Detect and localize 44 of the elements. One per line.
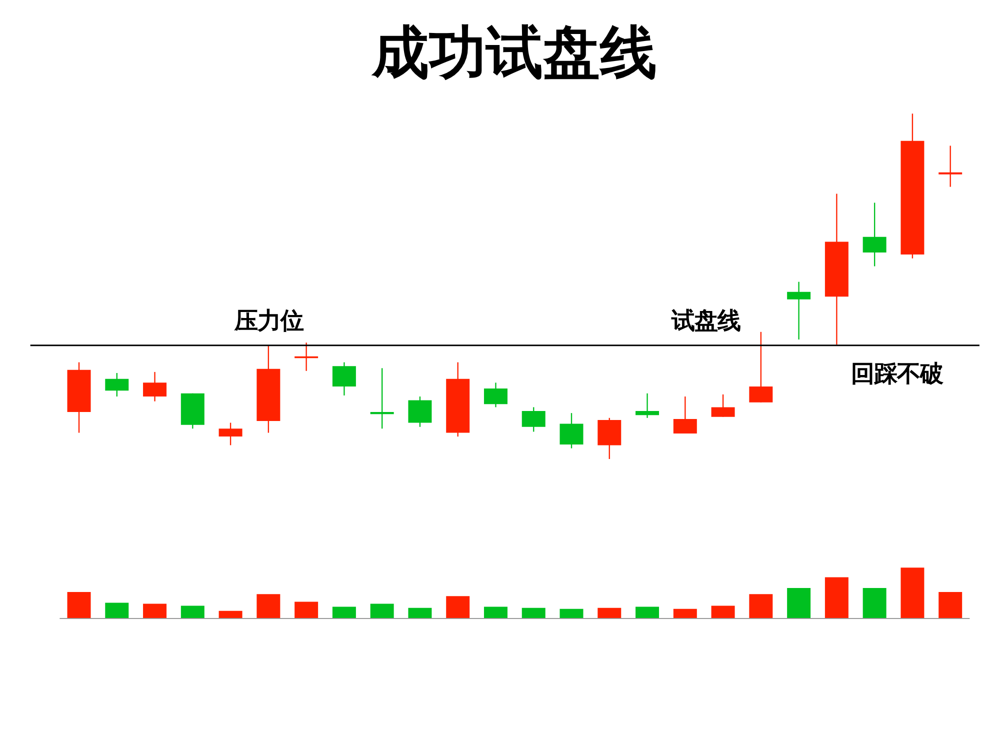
bar [900,568,924,618]
bar [711,606,735,618]
bar [824,577,848,618]
candlestick [332,362,356,396]
bar [370,604,394,618]
chart-title: 成功试盘线 [371,20,658,86]
candlestick [787,281,811,340]
bar [143,604,167,618]
candlestick [636,392,660,418]
candlestick [218,422,242,446]
bar [446,596,470,618]
bar [636,606,660,618]
candlestick [560,412,584,449]
bar [105,602,129,618]
annotation: 回踩不破 [850,360,944,388]
candlestick [673,396,697,434]
candlestick [749,331,773,403]
bar [749,594,773,618]
bar [938,592,962,618]
candlestick [938,145,962,188]
bar [484,606,508,618]
ref-line-label: 压力位 [233,306,304,335]
bar [673,608,697,618]
candlestick [143,371,167,402]
bar [862,588,886,618]
candlestick [711,394,735,418]
bar [522,608,546,618]
candlestick [370,368,394,430]
bar [180,606,204,618]
bar [218,610,242,618]
bar [332,606,356,618]
bar [408,608,432,618]
bar [294,602,318,618]
bar [598,608,622,618]
bar [787,588,811,618]
candlestick [408,396,432,428]
candlestick [105,372,129,398]
candlestick [862,202,886,267]
candlestick [522,406,546,432]
bar [560,608,584,618]
annotation: 试盘线 [670,306,740,335]
candlestick [484,382,508,408]
bar [67,592,91,618]
bar [256,594,280,618]
